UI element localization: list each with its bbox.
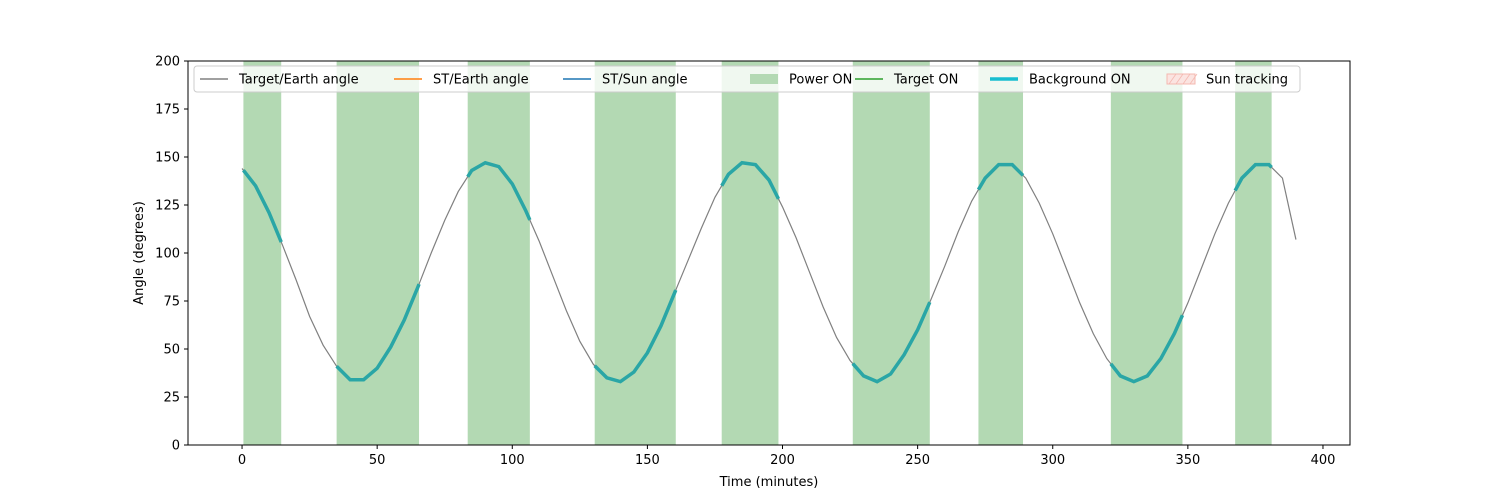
legend-label: Power ON bbox=[789, 73, 852, 88]
y-tick-label: 25 bbox=[163, 391, 180, 406]
legend-hatch-line bbox=[1168, 73, 1177, 85]
y-axis-ticks: 0 25 50 75 100 125 150 175 200 bbox=[155, 55, 188, 454]
x-tick-label: 0 bbox=[238, 453, 246, 468]
power-on-band bbox=[467, 61, 530, 445]
power-on-bands bbox=[243, 61, 1272, 445]
y-tick-label: 175 bbox=[155, 103, 180, 118]
y-tick-label: 125 bbox=[155, 199, 180, 214]
background-on-segment bbox=[976, 162, 1025, 191]
power-on-band bbox=[721, 61, 779, 445]
power-on-band bbox=[978, 61, 1024, 445]
background-on-segment bbox=[593, 289, 678, 384]
y-tick-label: 50 bbox=[163, 343, 180, 358]
legend-label: Target ON bbox=[893, 73, 958, 88]
legend-label: Sun tracking bbox=[1206, 73, 1288, 88]
x-tick-label: 100 bbox=[500, 453, 525, 468]
background-on-segment bbox=[1109, 314, 1185, 384]
x-tick-label: 200 bbox=[770, 453, 795, 468]
y-tick-label: 75 bbox=[163, 295, 180, 310]
background-on-segment bbox=[335, 283, 421, 382]
legend-label: ST/Sun angle bbox=[602, 73, 688, 88]
x-tick-label: 250 bbox=[905, 453, 930, 468]
x-tick-label: 50 bbox=[369, 453, 386, 468]
legend-label: Target/Earth angle bbox=[238, 73, 359, 88]
power-on-band bbox=[1110, 61, 1183, 445]
x-tick-label: 300 bbox=[1040, 453, 1065, 468]
power-on-band bbox=[594, 61, 676, 445]
power-on-band bbox=[243, 61, 282, 445]
y-tick-label: 150 bbox=[155, 151, 180, 166]
background-on-segment bbox=[720, 160, 781, 200]
power-on-band bbox=[1235, 61, 1272, 445]
background-on-segments bbox=[242, 160, 1273, 384]
y-tick-label: 0 bbox=[172, 439, 180, 454]
legend-handle bbox=[1166, 73, 1196, 85]
legend-hatch-line bbox=[1182, 73, 1191, 85]
background-on-segment bbox=[851, 301, 932, 384]
x-axis-ticks: 0 50 100 150 200 250 300 350 400 bbox=[238, 445, 1335, 468]
legend-hatch-line bbox=[1175, 73, 1184, 85]
legend-frame bbox=[193, 65, 1301, 93]
y-tick-label: 200 bbox=[155, 55, 180, 70]
background-on-segment bbox=[1233, 162, 1273, 192]
background-on-segment bbox=[466, 160, 532, 221]
x-axis-label: Time (minutes) bbox=[719, 475, 819, 490]
legend-label: Background ON bbox=[1029, 73, 1131, 88]
power-on-band bbox=[336, 61, 420, 445]
x-tick-label: 400 bbox=[1311, 453, 1336, 468]
legend-handle bbox=[750, 74, 778, 84]
legend-hatch-line bbox=[1189, 73, 1198, 85]
y-tick-label: 100 bbox=[155, 247, 180, 262]
power-on-band bbox=[852, 61, 930, 445]
background-on-segment bbox=[242, 169, 283, 243]
y-axis-label: Angle (degrees) bbox=[132, 201, 147, 305]
x-tick-label: 350 bbox=[1175, 453, 1200, 468]
x-tick-label: 150 bbox=[635, 453, 660, 468]
legend: Target/Earth angle ST/Earth angle ST/Sun a… bbox=[193, 65, 1301, 93]
legend-label: ST/Earth angle bbox=[433, 73, 529, 88]
